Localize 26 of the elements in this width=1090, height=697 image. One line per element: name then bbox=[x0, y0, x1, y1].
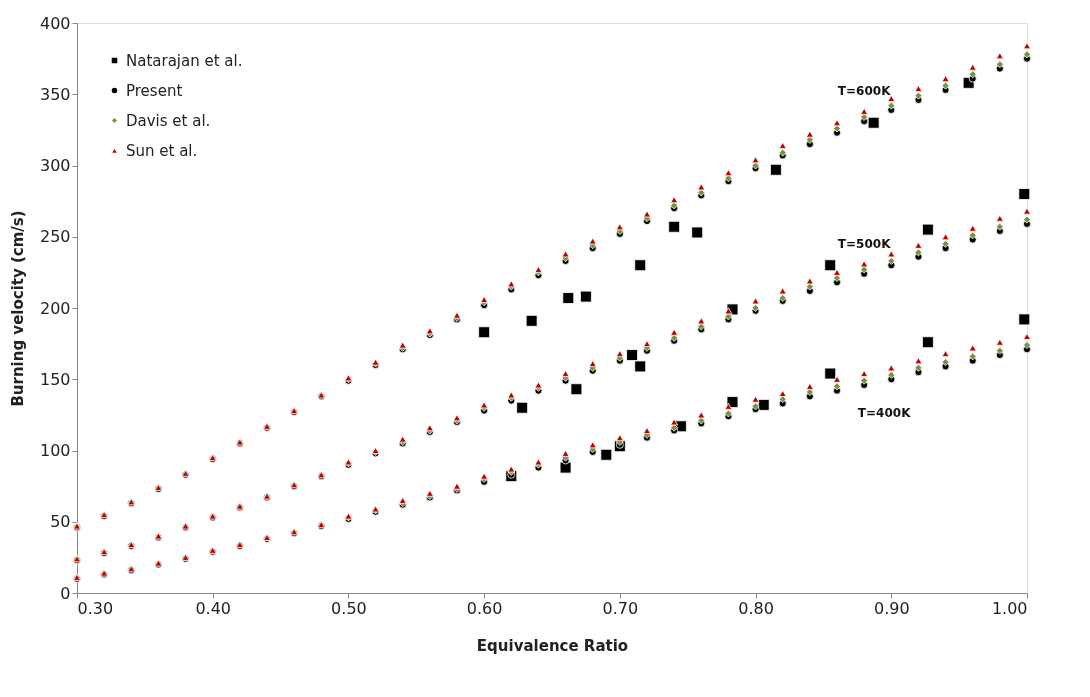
y-tick-label: 0 bbox=[60, 583, 71, 603]
x-tick-label: 0.60 bbox=[466, 598, 503, 618]
y-tick-label: 100 bbox=[39, 441, 71, 460]
y-tick-label: 400 bbox=[39, 13, 71, 33]
y-tick-label: 150 bbox=[39, 369, 71, 389]
legend-label: Davis et al. bbox=[126, 111, 211, 130]
legend-label: Natarajan et al. bbox=[126, 51, 243, 70]
x-tick-label: 0.50 bbox=[331, 598, 367, 618]
y-tick-label: 350 bbox=[39, 84, 71, 104]
y-tick-label: 300 bbox=[39, 156, 71, 175]
y-tick-label: 50 bbox=[50, 512, 71, 532]
x-tick-label: 0.80 bbox=[738, 598, 774, 618]
legend-label: Present bbox=[126, 81, 183, 100]
annotation: T=400K bbox=[857, 405, 912, 420]
annotation: T=500K bbox=[837, 236, 892, 251]
x-tick-label: 0.30 bbox=[77, 598, 114, 618]
y-tick-label: 200 bbox=[39, 298, 71, 318]
x-tick-label: 0.70 bbox=[602, 598, 639, 618]
x-tick-label: 1.00 bbox=[991, 598, 1028, 618]
x-tick-label: 0.40 bbox=[195, 598, 232, 618]
x-tick-label: 0.90 bbox=[873, 598, 910, 618]
y-tick-label: 250 bbox=[39, 227, 71, 247]
annotation: T=600K bbox=[837, 84, 892, 99]
x-axis-title: Equivalence Ratio bbox=[476, 636, 629, 655]
legend-label: Sun et al. bbox=[126, 141, 198, 160]
y-axis-title: Burning velocity (cm/s) bbox=[8, 210, 27, 407]
